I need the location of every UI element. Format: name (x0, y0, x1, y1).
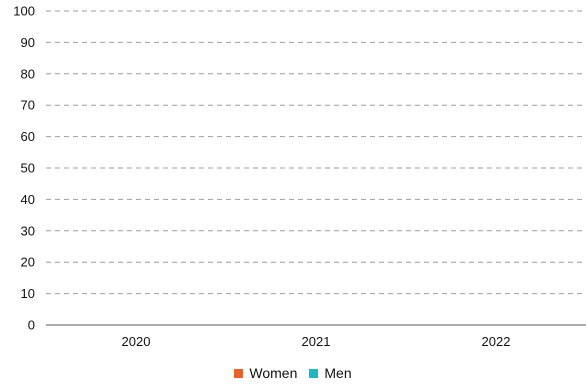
legend-label-men: Men (324, 365, 352, 381)
x-tick-label-2021: 2021 (302, 334, 331, 349)
legend-item-men: Men (309, 365, 352, 381)
y-axis-ticks: 0 10 20 30 40 50 60 70 80 90 100 (13, 4, 35, 333)
legend-swatch-men (309, 368, 319, 378)
legend-label-women: Women (249, 365, 298, 381)
x-tick-label-2022: 2022 (482, 334, 511, 349)
y-tick-label-70: 70 (21, 98, 35, 113)
legend: Women Men (0, 365, 586, 381)
legend-item-women: Women (234, 365, 297, 381)
x-axis-ticks: 2020 2021 2022 (122, 334, 511, 349)
y-tick-label-30: 30 (21, 223, 35, 238)
y-tick-label-40: 40 (21, 192, 35, 207)
x-tick-label-2020: 2020 (122, 334, 151, 349)
grid-layer (46, 10, 586, 295)
y-tick-label-0: 0 (28, 318, 35, 333)
y-tick-label-20: 20 (21, 255, 35, 270)
y-tick-label-100: 100 (13, 4, 35, 19)
y-tick-label-50: 50 (21, 161, 35, 176)
y-tick-label-10: 10 (21, 286, 35, 301)
legend-swatch-women (234, 368, 244, 378)
y-tick-label-80: 80 (21, 66, 35, 81)
y-tick-label-90: 90 (21, 35, 35, 50)
y-tick-label-60: 60 (21, 129, 35, 144)
